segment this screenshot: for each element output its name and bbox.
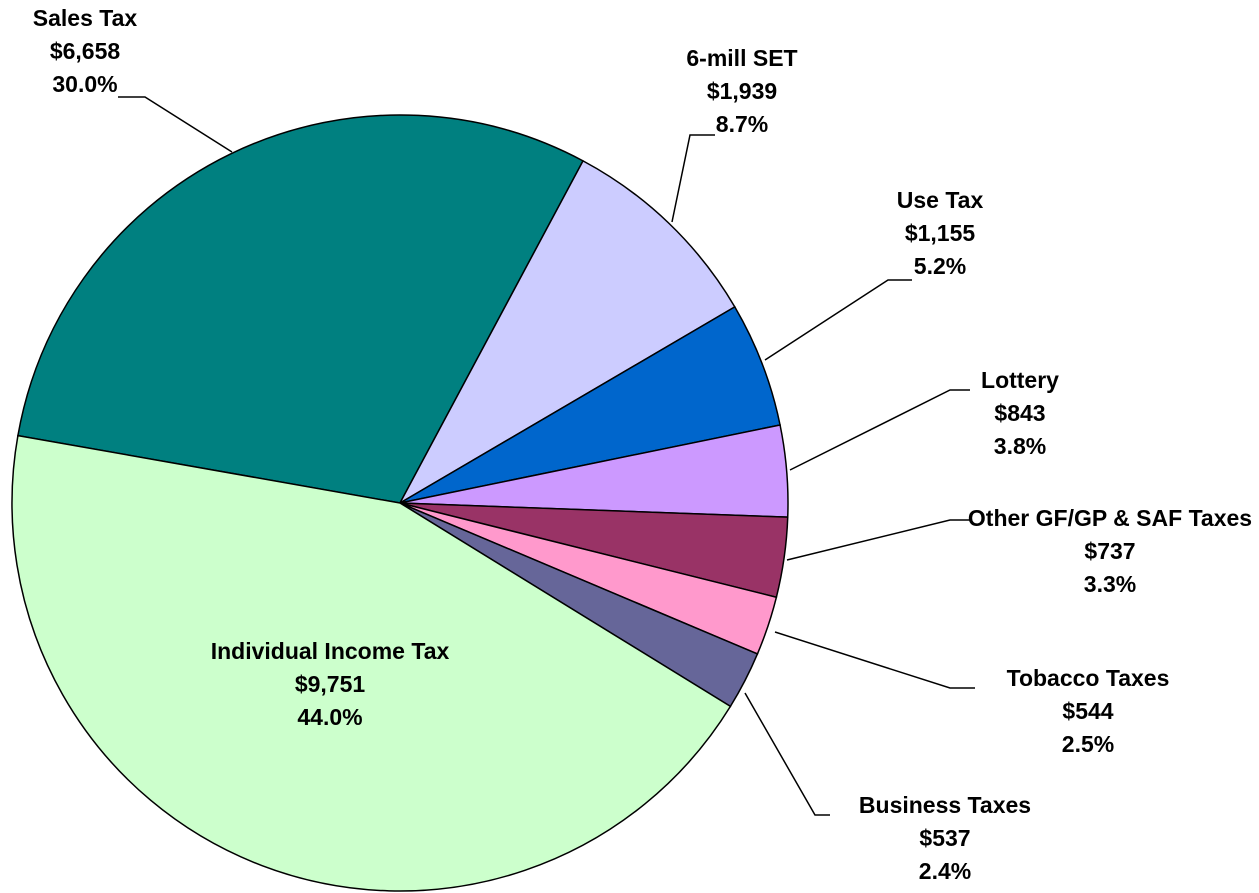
leader-line	[671, 134, 715, 223]
pie-slice	[17, 114, 585, 504]
leader-line	[764, 279, 912, 361]
percent-label: 3.3%	[1083, 571, 1137, 597]
pie-slice	[398, 159, 736, 505]
slice-label: Individual Income Tax $9,751 44.0%	[160, 635, 500, 734]
category-label: Lottery	[981, 367, 1059, 393]
value-label: $9,751	[294, 671, 366, 697]
slice-label: Tobacco Taxes $544 2.5%	[968, 662, 1208, 761]
category-label: 6-mill SET	[686, 45, 798, 71]
percent-label: 44.0%	[297, 704, 363, 730]
percent-label: 2.4%	[918, 858, 972, 884]
leader-line	[774, 631, 975, 689]
value-label: $537	[919, 825, 971, 851]
leader-line	[789, 389, 970, 471]
slice-label: Business Taxes $537 2.4%	[815, 789, 1075, 888]
category-label: Use Tax	[896, 187, 984, 213]
slice-label: Sales Tax $6,658 30.0%	[0, 2, 185, 101]
leader-line	[786, 519, 970, 561]
percent-label: 8.7%	[715, 111, 769, 137]
category-label: Sales Tax	[32, 5, 138, 31]
leader-line	[118, 96, 233, 153]
value-label: $1,155	[904, 220, 976, 246]
value-label: $6,658	[49, 38, 121, 64]
percent-label: 30.0%	[52, 71, 118, 97]
category-label: Individual Income Tax	[210, 638, 450, 664]
category-label: Tobacco Taxes	[1006, 665, 1170, 691]
value-label: $544	[1062, 698, 1114, 724]
percent-label: 3.8%	[993, 433, 1047, 459]
percent-label: 2.5%	[1061, 731, 1115, 757]
slice-label: Other GF/GP & SAF Taxes $737 3.3%	[965, 502, 1255, 601]
slice-label: Lottery $843 3.8%	[920, 364, 1120, 463]
percent-label: 5.2%	[913, 253, 967, 279]
pie-slice	[11, 434, 732, 892]
slice-label: 6-mill SET $1,939 8.7%	[642, 42, 842, 141]
category-label: Business Taxes	[858, 792, 1032, 818]
value-label: $737	[1084, 538, 1136, 564]
slice-label: Use Tax $1,155 5.2%	[840, 184, 1040, 283]
value-label: $843	[994, 400, 1046, 426]
category-label: Other GF/GP & SAF Taxes	[967, 505, 1253, 531]
value-label: $1,939	[706, 78, 778, 104]
leader-line	[744, 692, 830, 816]
